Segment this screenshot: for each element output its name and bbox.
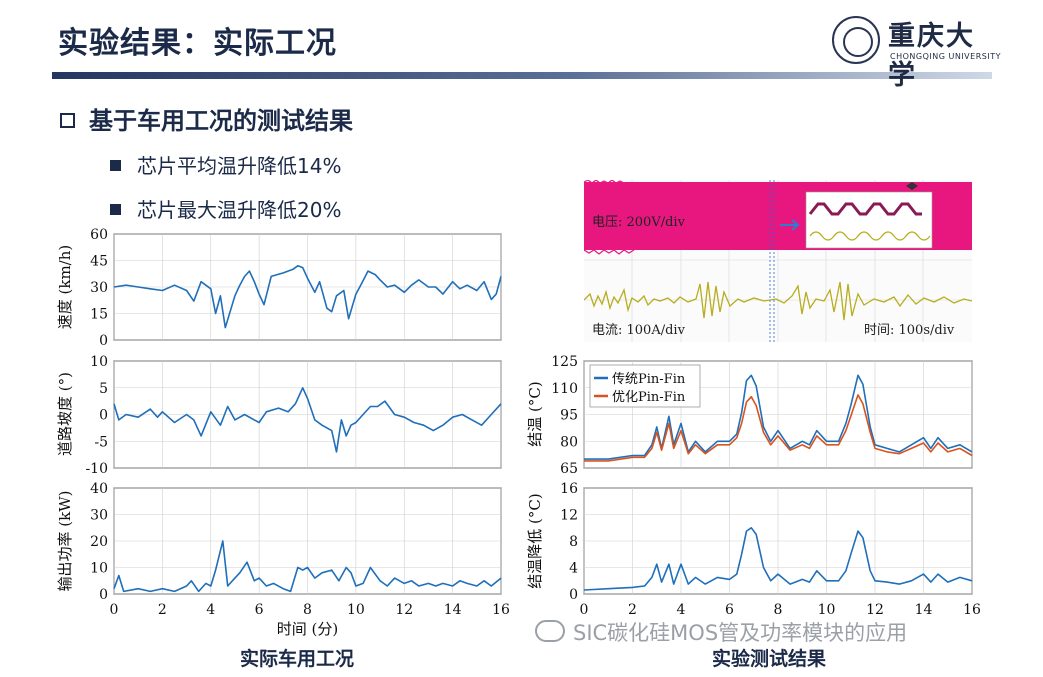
x-tick-label: 8	[774, 602, 783, 618]
y-tick-label: 20	[90, 534, 108, 550]
y-tick-label: 4	[569, 561, 578, 577]
power-chart: 0 10 20 30 40 0 2 4 6 8 10 12 14 16 时间 (分) 输出功率 (kW)	[56, 481, 510, 638]
y-tick-label: 40	[90, 481, 108, 497]
temp-reduction-chart: 0 4 8 12 16 0 2 4 6 8 10 12 14 16 结温降低 (°C)	[526, 481, 981, 618]
y-tick-label: 10	[90, 354, 108, 370]
current-waveform	[584, 281, 972, 321]
y-tick-label: 30	[90, 280, 108, 296]
section-heading-text: 基于车用工况的测试结果	[89, 107, 353, 135]
x-tick-label: 16	[963, 602, 981, 618]
zoom-inset	[805, 191, 933, 249]
series-line	[583, 527, 973, 591]
x-tick-label: 6	[255, 602, 264, 618]
y-axis-label: 结温降低 (°C)	[526, 493, 544, 588]
y-tick-label: 30	[90, 508, 108, 524]
bullet-item: 芯片最大温升降低20%	[110, 194, 341, 223]
y-axis-label: 道路坡度 (°)	[56, 372, 74, 456]
bullet-text: 芯片最大温升降低20%	[137, 198, 342, 222]
y-tick-label: 0	[99, 587, 108, 603]
x-tick-label: 6	[725, 602, 734, 618]
university-seal-icon	[832, 16, 880, 64]
y-tick-label: 45	[90, 254, 108, 270]
x-tick-label: 14	[444, 602, 462, 618]
x-tick-label: 12	[866, 602, 884, 618]
series-line	[584, 394, 973, 462]
time-scale-label: 时间: 100s/div	[864, 323, 955, 338]
y-axis-label: 速度 (km/h)	[56, 245, 74, 330]
bullet-text: 芯片平均温升降低14%	[137, 154, 342, 178]
legend: 传统Pin-Fin 优化Pin-Fin	[589, 364, 701, 408]
x-tick-label: 12	[395, 602, 413, 618]
x-axis-label: 时间 (分)	[277, 620, 338, 638]
square-bullet-icon	[110, 204, 121, 215]
y-tick-label: 65	[560, 461, 578, 477]
y-tick-label: 16	[560, 481, 578, 497]
x-tick-label: 8	[303, 602, 312, 618]
zoom-arrow-icon	[780, 219, 800, 231]
y-tick-label: 0	[99, 333, 108, 349]
bullet-item: 芯片平均温升降低14%	[110, 150, 341, 179]
x-tick-label: 4	[206, 602, 215, 618]
y-tick-label: 60	[90, 227, 108, 243]
y-axis-label: 结温 (°C)	[526, 381, 544, 446]
current-scale-label: 电流: 100A/div	[592, 323, 686, 338]
watermark: SIC碳化硅MOS管及功率模块的应用	[535, 617, 907, 647]
y-tick-label: 15	[90, 307, 108, 323]
voltage-waveform-edge	[584, 180, 635, 255]
x-tick-label: 2	[628, 602, 637, 618]
x-tick-label: 16	[492, 602, 510, 618]
y-tick-label: 8	[569, 534, 578, 550]
square-bullet-icon	[110, 160, 121, 171]
y-tick-label: -10	[85, 461, 108, 477]
y-tick-label: 125	[551, 354, 578, 370]
x-tick-label: 2	[158, 602, 167, 618]
x-tick-label: 14	[915, 602, 933, 618]
watermark-text: SIC碳化硅MOS管及功率模块的应用	[573, 621, 908, 645]
zoom-inset-voltage	[808, 202, 922, 216]
oscilloscope-screenshot: 电压: 200V/div 电流: 100A/div 时间: 100s/div	[584, 180, 972, 342]
legend-box	[589, 364, 701, 408]
left-caption: 实际车用工况	[240, 648, 355, 670]
series-line	[584, 374, 973, 460]
section-heading: 基于车用工况的测试结果	[60, 101, 353, 136]
y-tick-label: 0	[569, 587, 578, 603]
title-rule	[52, 72, 992, 79]
y-tick-label: 110	[551, 381, 578, 397]
series-line	[113, 387, 502, 453]
series-line	[113, 265, 502, 329]
y-tick-label: 10	[90, 561, 108, 577]
scope-brand-icon	[906, 182, 918, 190]
legend-entry: 传统Pin-Fin	[612, 372, 686, 387]
university-en: CHONGQING UNIVERSITY	[890, 52, 1001, 61]
x-tick-label: 10	[347, 602, 365, 618]
right-caption: 实验测试结果	[712, 648, 827, 670]
voltage-scale-label: 电压: 200V/div	[592, 215, 686, 230]
y-axis-label: 输出功率 (kW)	[56, 491, 74, 592]
y-tick-label: 80	[560, 434, 578, 450]
junction-temp-chart: 65 80 95 110 125 结温 (°C) 传统Pin-Fin 优化Pin-Fin	[526, 354, 973, 477]
y-tick-label: -5	[94, 434, 108, 450]
zoom-inset-current	[809, 231, 931, 241]
legend-entry: 优化Pin-Fin	[612, 390, 686, 405]
y-tick-label: 95	[560, 408, 578, 424]
y-tick-label: 0	[99, 408, 108, 424]
checkbox-bullet-icon	[60, 113, 75, 128]
x-tick-label: 0	[580, 602, 589, 618]
university-name: 重庆大学	[888, 21, 975, 91]
wechat-icon	[535, 620, 565, 642]
x-tick-label: 4	[677, 602, 686, 618]
series-line	[113, 540, 502, 593]
y-tick-label: 12	[560, 508, 578, 524]
grade-chart: -10 -5 0 5 10 道路坡度 (°)	[56, 354, 502, 477]
x-tick-label: 0	[110, 602, 119, 618]
x-tick-label: 10	[818, 602, 836, 618]
y-tick-label: 5	[99, 381, 108, 397]
page-title: 实验结果：实际工况	[58, 26, 337, 61]
speed-chart: 0 15 30 45 60 速度 (km/h)	[56, 227, 502, 349]
university-logo: 重庆大学 CHONGQING UNIVERSITY	[826, 14, 1000, 91]
